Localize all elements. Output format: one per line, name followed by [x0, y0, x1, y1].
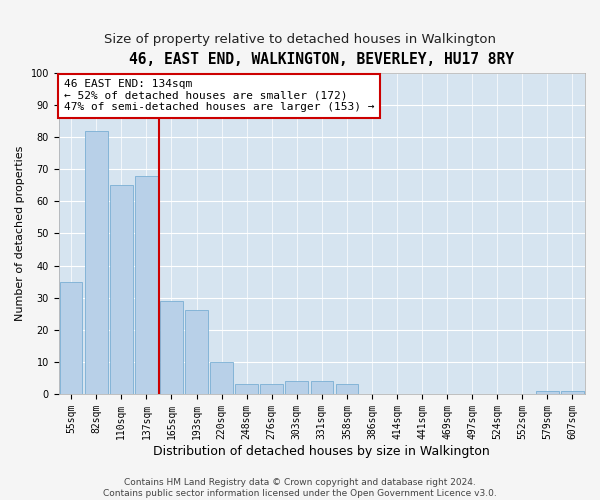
Bar [60, 282, 82, 394]
Bar [311, 381, 333, 394]
Bar [335, 384, 358, 394]
X-axis label: Distribution of detached houses by size in Walkington: Distribution of detached houses by size … [154, 444, 490, 458]
Bar [286, 381, 308, 394]
Bar [185, 310, 208, 394]
Bar [210, 362, 233, 394]
Y-axis label: Number of detached properties: Number of detached properties [15, 146, 25, 321]
Title: 46, EAST END, WALKINGTON, BEVERLEY, HU17 8RY: 46, EAST END, WALKINGTON, BEVERLEY, HU17… [130, 52, 514, 68]
Bar [110, 185, 133, 394]
Text: 46 EAST END: 134sqm
← 52% of detached houses are smaller (172)
47% of semi-detac: 46 EAST END: 134sqm ← 52% of detached ho… [64, 80, 374, 112]
Bar [85, 130, 107, 394]
Bar [160, 301, 183, 394]
Bar [561, 391, 584, 394]
Text: Size of property relative to detached houses in Walkington: Size of property relative to detached ho… [104, 32, 496, 46]
Bar [536, 391, 559, 394]
Bar [235, 384, 258, 394]
Bar [135, 176, 158, 394]
Text: Contains HM Land Registry data © Crown copyright and database right 2024.
Contai: Contains HM Land Registry data © Crown c… [103, 478, 497, 498]
Bar [260, 384, 283, 394]
